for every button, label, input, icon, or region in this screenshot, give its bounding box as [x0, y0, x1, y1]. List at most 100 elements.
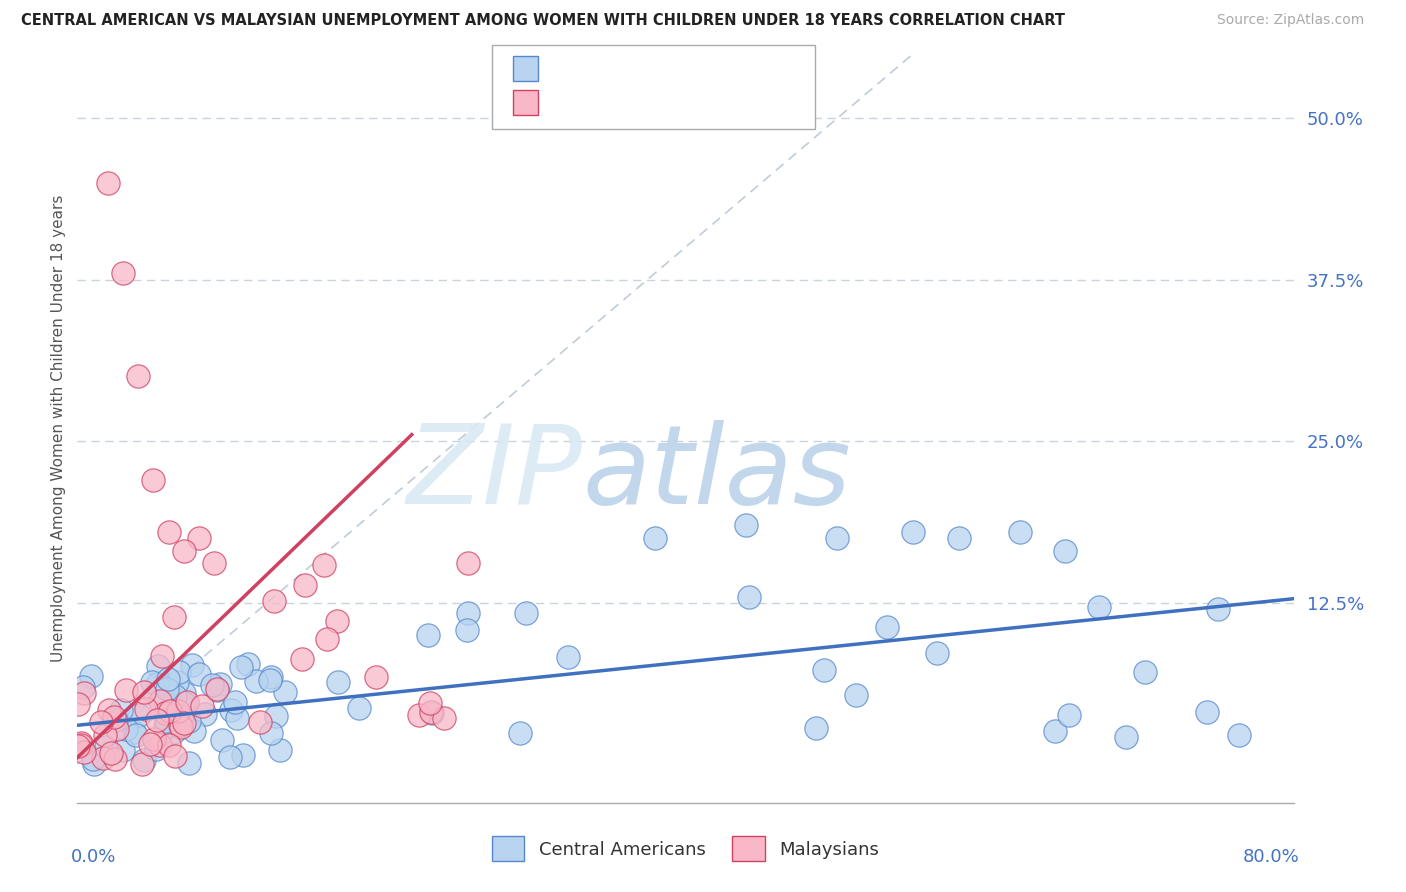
Point [432, 711, 454, 725]
Point [845, 688, 868, 702]
Point [1043, 724, 1066, 739]
Point [143, 731, 166, 746]
Point [419, 696, 441, 710]
Point [294, 578, 316, 592]
Point [111, 743, 134, 757]
Point [148, 659, 170, 673]
Text: Source: ZipAtlas.com: Source: ZipAtlas.com [1216, 13, 1364, 28]
Point [100, 747, 122, 761]
Point [169, 717, 191, 731]
Point [83, 756, 105, 771]
Point [105, 722, 128, 736]
Point [326, 614, 349, 628]
Point [104, 713, 127, 727]
Point [166, 674, 188, 689]
Point [93, 728, 115, 742]
Point [181, 658, 204, 673]
Text: 85: 85 [696, 60, 721, 78]
Point [274, 685, 297, 699]
Point [135, 702, 157, 716]
Point [925, 646, 948, 660]
Text: R =: R = [548, 94, 588, 112]
Text: 0.370: 0.370 [583, 94, 640, 112]
Point [173, 544, 195, 558]
Point [157, 524, 180, 539]
Point [191, 699, 214, 714]
Point [134, 685, 156, 699]
Point [509, 725, 531, 739]
Point [114, 683, 136, 698]
Point [557, 649, 579, 664]
Point [145, 676, 167, 690]
Y-axis label: Unemployment Among Women with Children Under 18 years: Unemployment Among Women with Children U… [51, 194, 66, 662]
Point [903, 524, 925, 539]
Text: CENTRAL AMERICAN VS MALAYSIAN UNEMPLOYMENT AMONG WOMEN WITH CHILDREN UNDER 18 YE: CENTRAL AMERICAN VS MALAYSIAN UNEMPLOYME… [21, 13, 1066, 29]
Point [827, 531, 849, 545]
Point [72, 681, 94, 695]
Point [366, 670, 388, 684]
Point [156, 681, 179, 696]
Point [162, 725, 184, 739]
Point [72, 686, 94, 700]
Point [131, 757, 153, 772]
Point [738, 591, 761, 605]
Text: ZIP: ZIP [406, 419, 582, 526]
Point [124, 725, 146, 739]
Point [173, 716, 195, 731]
Point [163, 707, 186, 722]
Point [876, 620, 898, 634]
Point [125, 729, 148, 743]
Point [1227, 728, 1250, 742]
Point [167, 665, 190, 680]
Point [1206, 602, 1229, 616]
Point [326, 675, 349, 690]
Point [457, 556, 479, 570]
Point [224, 695, 246, 709]
Point [420, 706, 443, 720]
Text: N =: N = [661, 94, 700, 112]
Point [1088, 600, 1111, 615]
Point [157, 672, 180, 686]
Point [177, 714, 200, 728]
Text: N =: N = [661, 60, 700, 78]
Point [138, 738, 160, 752]
Point [103, 710, 125, 724]
Point [73, 745, 96, 759]
Point [183, 723, 205, 738]
Point [127, 369, 149, 384]
Point [245, 674, 267, 689]
Point [173, 696, 195, 710]
Point [97, 176, 120, 190]
Point [69, 738, 91, 752]
Point [141, 674, 163, 689]
Point [205, 682, 228, 697]
Point [219, 750, 242, 764]
Point [80, 669, 103, 683]
Point [408, 707, 430, 722]
Point [153, 706, 176, 721]
Point [347, 700, 370, 714]
Point [145, 742, 167, 756]
Point [1197, 705, 1219, 719]
Point [89, 714, 111, 729]
Point [260, 670, 283, 684]
Point [211, 732, 233, 747]
Point [948, 531, 970, 545]
Point [202, 557, 225, 571]
Point [152, 649, 174, 664]
Point [419, 706, 441, 720]
Text: 0.0%: 0.0% [72, 847, 117, 866]
Point [314, 558, 336, 572]
Point [98, 703, 121, 717]
Point [188, 531, 211, 545]
Point [416, 628, 439, 642]
Point [226, 711, 249, 725]
Point [194, 706, 217, 721]
Point [170, 720, 193, 734]
Text: 0.292: 0.292 [583, 60, 640, 78]
Text: R =: R = [548, 60, 588, 78]
Point [111, 266, 134, 280]
Point [91, 751, 114, 765]
Point [167, 704, 190, 718]
Point [134, 753, 156, 767]
